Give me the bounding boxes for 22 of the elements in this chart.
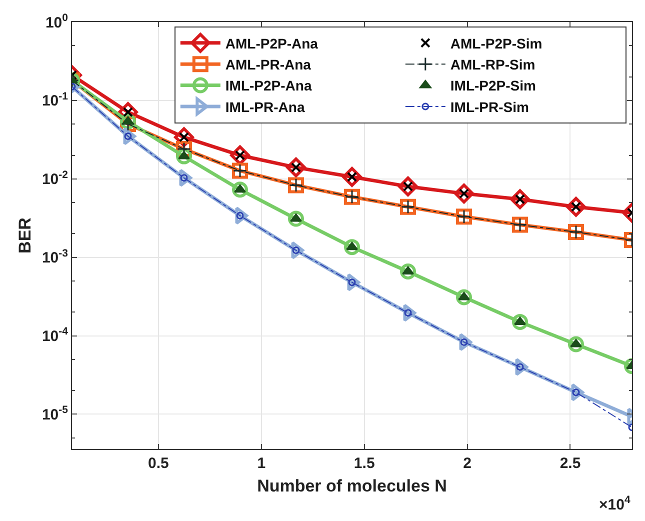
text: ×10$^{4}$ [599,494,630,514]
legend-label: AML-P2P-Ana [225,35,318,52]
x-tick-label: 1.5 [354,455,375,472]
x-tick-label: 0.5 [148,455,169,472]
legend-label: AML-P2P-Sim [450,35,542,52]
x-tick-label: 1 [257,455,266,472]
legend-label: IML-PR-Sim [450,98,529,115]
y-axis-title: BER [16,218,35,254]
legend-label: IML-PR-Ana [225,98,305,115]
y-tick-label: 10$^{-3}$ [42,247,68,267]
x-tick-label: 2.5 [560,455,581,472]
legend-label: AML-PR-Ana [225,56,312,73]
y-tick-label: 10$^{0}$ [45,12,68,32]
y-tick-label: 10$^{-2}$ [42,168,68,188]
legend-label: IML-P2P-Sim [450,78,536,94]
y-tick-label: 10$^{-4}$ [42,326,68,346]
y-tick-label: 10$^{-5}$ [42,404,68,424]
x-axis-title: Number of molecules N [257,476,447,496]
legend-label: IML-P2P-Ana [225,78,312,94]
x-tick-label: 2 [463,455,472,472]
y-tick-label: 10$^{-1}$ [42,90,68,110]
legend-label: AML-RP-Sim [450,56,536,73]
